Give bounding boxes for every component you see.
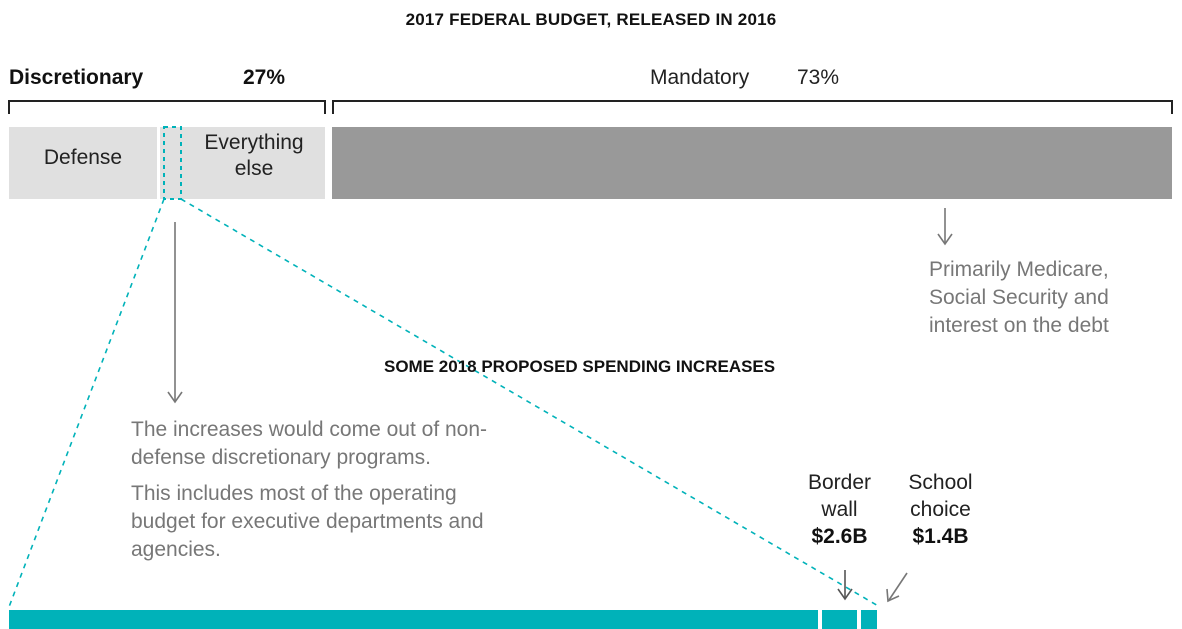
mandatory-box bbox=[332, 127, 1172, 199]
border-wall-value: $2.6B bbox=[811, 525, 868, 548]
discretionary-bracket bbox=[8, 100, 326, 114]
arrow-border-wall bbox=[837, 570, 853, 601]
nondefense-note-line1: The increases would come out of non- bbox=[131, 418, 488, 441]
mandatory-note-line2: Social Security and bbox=[929, 286, 1109, 309]
discretionary-percent: 27% bbox=[243, 66, 286, 89]
mandatory-label: Mandatory bbox=[650, 66, 750, 89]
border-wall-label-line2: wall bbox=[821, 498, 858, 521]
arrow-school-choice bbox=[886, 572, 908, 603]
nondefense-note-line2: defense discretionary programs. bbox=[131, 446, 431, 469]
nondefense-note-line5: agencies. bbox=[131, 538, 221, 561]
school-choice-value: $1.4B bbox=[912, 525, 969, 548]
everything-else-label: Everything else bbox=[183, 130, 325, 182]
arrow-nondefense bbox=[167, 222, 183, 404]
arrow-mandatory bbox=[937, 208, 953, 246]
discretionary-label: Discretionary bbox=[9, 66, 144, 89]
mandatory-note: Primarily Medicare, Social Security and … bbox=[929, 256, 1109, 340]
mandatory-percent: 73% bbox=[797, 66, 840, 89]
everything-else-line2: else bbox=[234, 157, 274, 180]
everything-else-line1: Everything bbox=[204, 131, 304, 154]
school-choice-label-line1: School bbox=[908, 471, 973, 494]
nondefense-note: The increases would come out of non- def… bbox=[131, 416, 487, 564]
border-wall-label-line1: Border bbox=[807, 471, 872, 494]
school-choice-label-line2: choice bbox=[910, 498, 971, 521]
nondefense-note-line4: budget for executive departments and bbox=[131, 510, 484, 533]
zoom-line-left bbox=[8, 198, 165, 608]
school-choice-callout: School choice $1.4B bbox=[893, 469, 988, 550]
chart-title: 2017 FEDERAL BUDGET, RELEASED IN 2016 bbox=[405, 10, 777, 29]
everything-else-box bbox=[160, 127, 325, 199]
zoom-line-right bbox=[180, 198, 881, 608]
mandatory-bracket bbox=[332, 100, 1173, 114]
mandatory-note-line1: Primarily Medicare, bbox=[929, 258, 1109, 281]
increase-slice-highlight bbox=[163, 126, 182, 200]
border-wall-callout: Border wall $2.6B bbox=[792, 469, 887, 550]
border-wall-bar bbox=[822, 610, 857, 629]
mandatory-note-line3: interest on the debt bbox=[929, 314, 1109, 337]
nondefense-discretionary-bar bbox=[9, 610, 818, 629]
nondefense-note-line3: This includes most of the operating bbox=[131, 482, 457, 505]
school-choice-bar bbox=[861, 610, 877, 629]
defense-label: Defense bbox=[43, 146, 123, 169]
increases-subtitle: SOME 2018 PROPOSED SPENDING INCREASES bbox=[384, 357, 776, 376]
defense-box bbox=[9, 127, 157, 199]
